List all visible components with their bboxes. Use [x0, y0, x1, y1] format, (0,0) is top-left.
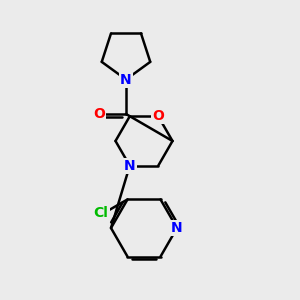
- Text: Cl: Cl: [94, 206, 109, 220]
- Text: O: O: [152, 109, 164, 123]
- Text: N: N: [120, 73, 132, 86]
- Text: O: O: [93, 107, 105, 121]
- Text: N: N: [171, 221, 183, 235]
- Text: N: N: [124, 159, 136, 173]
